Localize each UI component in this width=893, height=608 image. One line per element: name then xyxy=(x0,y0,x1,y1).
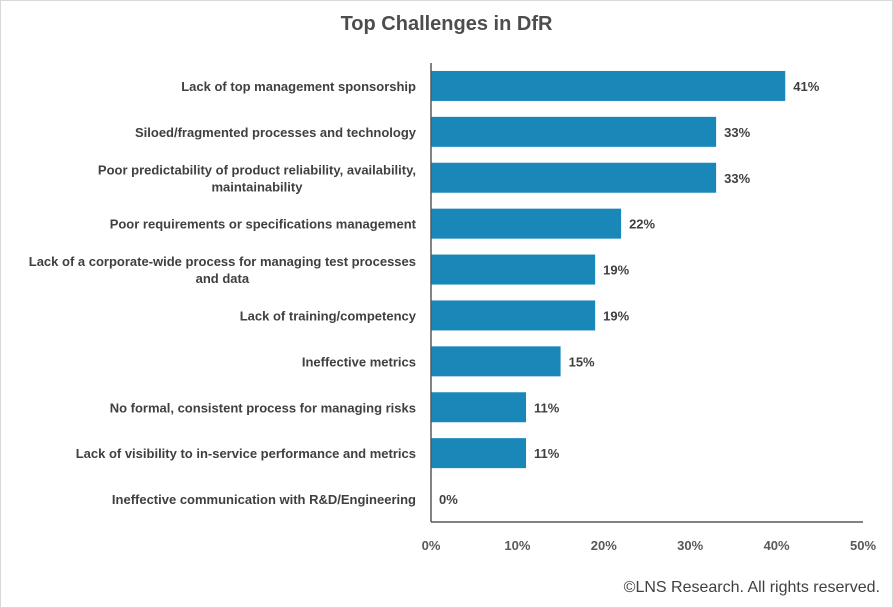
category-label: No formal, consistent process for managi… xyxy=(110,400,416,415)
data-label: 15% xyxy=(569,354,595,369)
bar xyxy=(431,208,622,239)
data-label: 33% xyxy=(724,171,750,186)
category-label: Poor requirements or specifications mana… xyxy=(110,217,417,232)
category-label: Lack of visibility to in-service perform… xyxy=(76,446,416,461)
category-label: Poor predictability of product reliabili… xyxy=(98,162,416,177)
category-label: and data xyxy=(196,271,250,286)
x-tick-label: 30% xyxy=(677,538,703,553)
data-label: 22% xyxy=(629,217,655,232)
category-label: Ineffective communication with R&D/Engin… xyxy=(112,492,416,507)
bar xyxy=(431,254,596,285)
x-tick-label: 10% xyxy=(504,538,530,553)
category-label: Ineffective metrics xyxy=(302,354,416,369)
category-label: maintainability xyxy=(211,179,303,194)
copyright-notice: ©LNS Research. All rights reserved. xyxy=(623,579,880,596)
x-tick-label: 0% xyxy=(422,538,441,553)
bar xyxy=(431,162,717,193)
category-label: Lack of top management sponsorship xyxy=(181,79,416,94)
category-label: Lack of training/competency xyxy=(240,308,417,323)
data-label: 11% xyxy=(534,400,560,415)
data-label: 33% xyxy=(724,125,750,140)
bar xyxy=(431,438,527,469)
x-tick-label: 20% xyxy=(591,538,617,553)
category-label: Lack of a corporate-wide process for man… xyxy=(29,254,416,269)
data-label: 41% xyxy=(793,79,819,94)
data-label: 19% xyxy=(603,308,629,323)
chart-title: Top Challenges in DfR xyxy=(340,13,553,35)
bar xyxy=(431,392,527,423)
category-label: Siloed/fragmented processes and technolo… xyxy=(135,125,417,140)
x-tick-label: 50% xyxy=(850,538,876,553)
data-label: 11% xyxy=(534,446,560,461)
bar xyxy=(431,300,596,331)
bar xyxy=(431,70,786,101)
data-label: 19% xyxy=(603,263,629,278)
bar xyxy=(431,346,561,377)
bar xyxy=(431,116,717,147)
data-label: 0% xyxy=(439,492,458,507)
x-tick-label: 40% xyxy=(764,538,790,553)
